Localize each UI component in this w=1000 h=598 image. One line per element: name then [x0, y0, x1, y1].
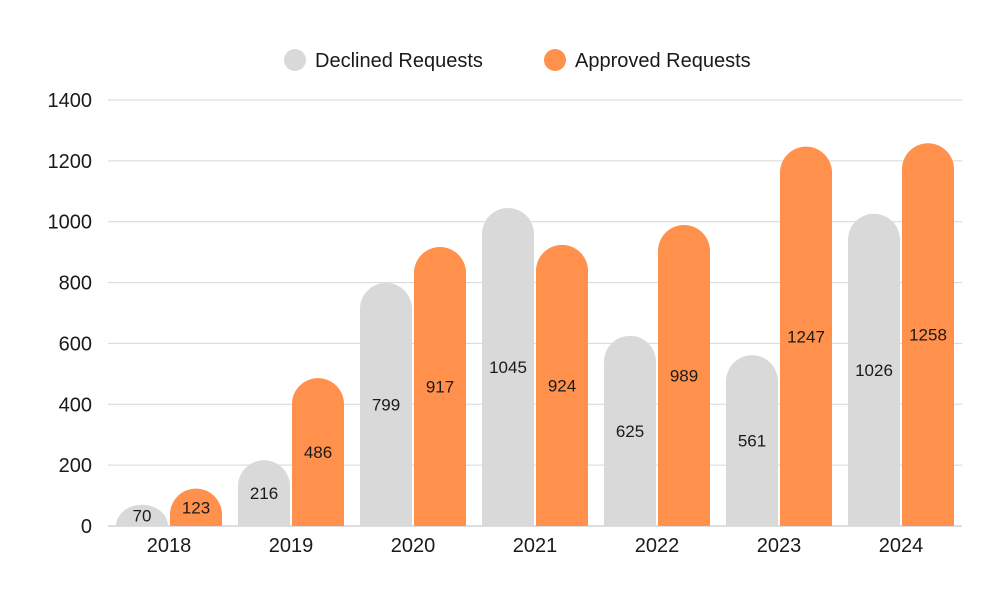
data-label-declined-requests-2022: 625 — [616, 422, 644, 441]
x-tick-label: 2023 — [757, 535, 802, 557]
bar-approved-requests-2020 — [414, 246, 466, 526]
bar-approved-requests-2023 — [780, 146, 832, 526]
data-label-declined-requests-2021: 1045 — [489, 358, 527, 377]
legend-marker-declined-requests — [284, 49, 306, 71]
x-tick-label: 2021 — [513, 535, 558, 557]
data-label-approved-requests-2024: 1258 — [909, 326, 947, 345]
y-tick-label: 1400 — [48, 90, 93, 112]
y-tick-label: 1000 — [48, 212, 93, 234]
y-tick-label: 200 — [59, 455, 92, 477]
data-label-approved-requests-2022: 989 — [670, 367, 698, 386]
bar-approved-requests-2024 — [902, 143, 954, 526]
legend-label-approved-requests: Approved Requests — [575, 50, 751, 72]
x-tick-label: 2018 — [147, 535, 192, 557]
bar-declined-requests-2024 — [848, 213, 900, 527]
bar-declined-requests-2021 — [482, 208, 534, 526]
data-labels: 70 123 216 486 799 917 1045 924 625 989 561 1247 102… — [133, 326, 947, 526]
data-label-declined-requests-2024: 1026 — [855, 361, 893, 380]
data-label-declined-requests-2023: 561 — [738, 432, 766, 451]
y-tick-label: 800 — [59, 273, 92, 295]
y-axis: 0 200 400 600 800 1000 1200 1400 — [48, 90, 93, 538]
y-tick-label: 1200 — [48, 151, 93, 173]
y-tick-label: 600 — [59, 333, 92, 355]
data-label-approved-requests-2020: 917 — [426, 377, 454, 396]
bars — [116, 143, 954, 527]
bar-declined-requests-2019 — [238, 460, 290, 526]
bar-approved-requests-2021 — [536, 244, 588, 526]
data-label-declined-requests-2018: 70 — [133, 506, 152, 525]
bar-declined-requests-2020 — [360, 282, 412, 526]
bar-approved-requests-2022 — [658, 225, 710, 526]
legend-marker-approved-requests — [544, 49, 566, 71]
data-label-approved-requests-2019: 486 — [304, 443, 332, 462]
x-tick-label: 2019 — [269, 535, 314, 557]
data-label-approved-requests-2021: 924 — [548, 376, 576, 395]
x-tick-label: 2020 — [391, 535, 436, 557]
legend-label-declined-requests: Declined Requests — [315, 50, 483, 72]
data-label-approved-requests-2018: 123 — [182, 498, 210, 517]
y-tick-label: 0 — [81, 516, 92, 538]
bar-approved-requests-2018 — [170, 488, 222, 526]
y-tick-label: 400 — [59, 394, 92, 416]
x-axis: 2018 2019 2020 2021 2022 2023 2024 — [147, 535, 924, 557]
bar-approved-requests-2019 — [292, 378, 344, 526]
data-label-approved-requests-2023: 1247 — [787, 327, 825, 346]
gridlines — [108, 99, 962, 527]
legend: Declined Requests Approved Requests — [284, 49, 751, 72]
bar-declined-requests-2023 — [726, 355, 778, 526]
x-tick-label: 2024 — [879, 535, 924, 557]
data-label-declined-requests-2019: 216 — [250, 484, 278, 503]
x-tick-label: 2022 — [635, 535, 680, 557]
bar-declined-requests-2018 — [116, 504, 168, 526]
data-label-declined-requests-2020: 799 — [372, 395, 400, 414]
bar-declined-requests-2022 — [604, 335, 656, 526]
